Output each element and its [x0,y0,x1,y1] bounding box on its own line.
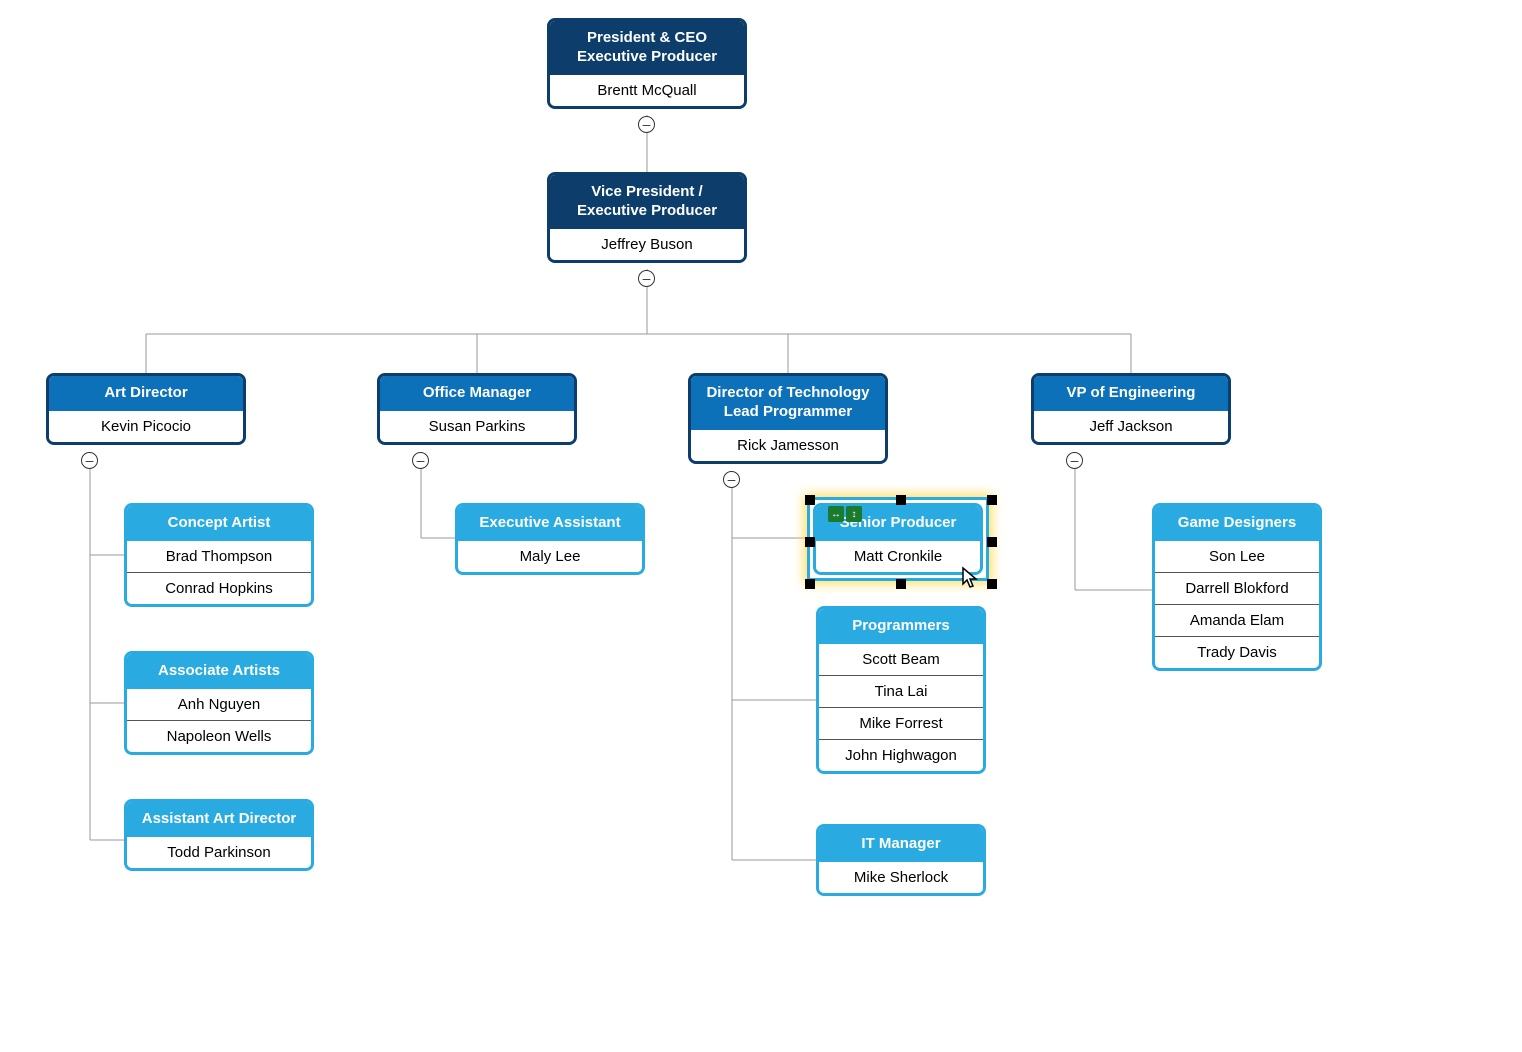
collapse-button-dir_tech[interactable] [723,471,740,488]
node-title: Vice President /Executive Producer [550,175,744,229]
collapse-button-art_director[interactable] [81,452,98,469]
node-names: Maly Lee [458,541,642,572]
node-title: IT Manager [819,827,983,862]
org-node-programmers[interactable]: ProgrammersScott BeamTina LaiMike Forres… [816,606,986,774]
node-name-row: Todd Parkinson [127,837,311,868]
node-names: Todd Parkinson [127,837,311,868]
org-node-vp[interactable]: Vice President /Executive ProducerJeffre… [547,172,747,263]
node-title: Associate Artists [127,654,311,689]
node-name-row: Darrell Blokford [1155,573,1319,605]
org-node-vp_eng[interactable]: VP of EngineeringJeff Jackson [1031,373,1231,445]
node-names: Kevin Picocio [49,411,243,442]
node-names: Scott BeamTina LaiMike ForrestJohn Highw… [819,644,983,771]
node-name-row: Jeffrey Buson [550,229,744,260]
node-names: Jeffrey Buson [550,229,744,260]
node-name-row: Jeff Jackson [1034,411,1228,442]
node-title: Art Director [49,376,243,411]
node-title: Executive Assistant [458,506,642,541]
org-node-game_designers[interactable]: Game DesignersSon LeeDarrell BlokfordAma… [1152,503,1322,671]
node-name-row: Napoleon Wells [127,721,311,752]
node-names: Jeff Jackson [1034,411,1228,442]
node-name-row: John Highwagon [819,740,983,771]
node-name-row: Mike Forrest [819,708,983,740]
node-title: VP of Engineering [1034,376,1228,411]
org-node-office_manager[interactable]: Office ManagerSusan Parkins [377,373,577,445]
node-title: Office Manager [380,376,574,411]
node-name-row: Mike Sherlock [819,862,983,893]
node-title: President & CEOExecutive Producer [550,21,744,75]
node-title: Senior Producer [816,506,980,541]
node-names: Son LeeDarrell BlokfordAmanda ElamTrady … [1155,541,1319,668]
node-name-row: Kevin Picocio [49,411,243,442]
node-name-row: Tina Lai [819,676,983,708]
node-name-row: Conrad Hopkins [127,573,311,604]
node-names: Mike Sherlock [819,862,983,893]
node-name-row: Matt Cronkile [816,541,980,572]
node-name-row: Brad Thompson [127,541,311,573]
org-node-concept_artist[interactable]: Concept ArtistBrad ThompsonConrad Hopkin… [124,503,314,607]
node-names: Susan Parkins [380,411,574,442]
org-node-assistant_art_dir[interactable]: Assistant Art DirectorTodd Parkinson [124,799,314,871]
node-name-row: Amanda Elam [1155,605,1319,637]
node-name-row: Maly Lee [458,541,642,572]
org-node-ceo[interactable]: President & CEOExecutive ProducerBrentt … [547,18,747,109]
org-node-art_director[interactable]: Art DirectorKevin Picocio [46,373,246,445]
node-names: Brentt McQuall [550,75,744,106]
org-node-dir_tech[interactable]: Director of TechnologyLead ProgrammerRic… [688,373,888,464]
collapse-button-vp[interactable] [638,270,655,287]
collapse-button-office_manager[interactable] [412,452,429,469]
node-names: Anh NguyenNapoleon Wells [127,689,311,752]
node-name-row: Scott Beam [819,644,983,676]
node-name-row: Son Lee [1155,541,1319,573]
collapse-button-ceo[interactable] [638,116,655,133]
org-node-it_manager[interactable]: IT ManagerMike Sherlock [816,824,986,896]
org-node-senior_producer[interactable]: Senior ProducerMatt Cronkile [813,503,983,575]
node-title: Concept Artist [127,506,311,541]
node-names: Matt Cronkile [816,541,980,572]
collapse-button-vp_eng[interactable] [1066,452,1083,469]
node-title: Assistant Art Director [127,802,311,837]
node-names: Rick Jamesson [691,430,885,461]
node-names: Brad ThompsonConrad Hopkins [127,541,311,604]
org-node-exec_assistant[interactable]: Executive AssistantMaly Lee [455,503,645,575]
node-name-row: Brentt McQuall [550,75,744,106]
node-name-row: Susan Parkins [380,411,574,442]
node-name-row: Anh Nguyen [127,689,311,721]
node-title: Programmers [819,609,983,644]
node-title: Director of TechnologyLead Programmer [691,376,885,430]
node-name-row: Trady Davis [1155,637,1319,668]
org-node-associate_artists[interactable]: Associate ArtistsAnh NguyenNapoleon Well… [124,651,314,755]
node-title: Game Designers [1155,506,1319,541]
node-name-row: Rick Jamesson [691,430,885,461]
